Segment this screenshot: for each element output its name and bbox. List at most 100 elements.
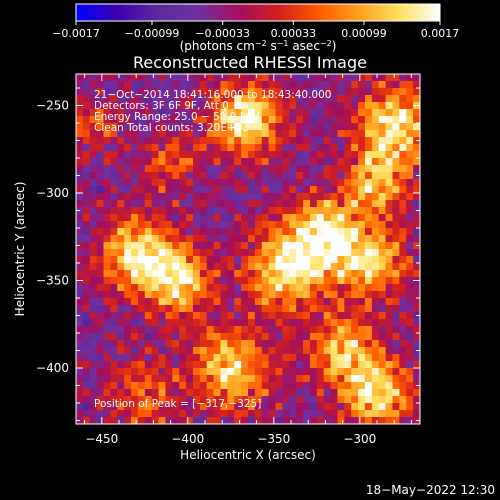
- heatmap-cell: [268, 158, 277, 166]
- heatmap-cell: [103, 347, 111, 355]
- heatmap-cell: [337, 242, 345, 250]
- heatmap-cell: [96, 256, 105, 264]
- heatmap-cell: [337, 81, 345, 89]
- heatmap-cell: [227, 389, 235, 397]
- heatmap-cell: [206, 158, 215, 166]
- heatmap-cell: [192, 298, 201, 306]
- heatmap-cell: [151, 193, 160, 201]
- heatmap-cell: [392, 375, 400, 383]
- heatmap-cell: [378, 165, 387, 173]
- heatmap-cell: [385, 375, 394, 383]
- heatmap-cell: [158, 179, 167, 187]
- heatmap-cell: [241, 410, 249, 418]
- heatmap-cell: [289, 186, 297, 194]
- heatmap-cell: [371, 109, 380, 117]
- heatmap-cell: [399, 116, 407, 124]
- heatmap-cell: [254, 263, 263, 271]
- heatmap-cell: [82, 123, 91, 131]
- heatmap-cell: [254, 102, 263, 110]
- heatmap-cell: [199, 179, 208, 187]
- heatmap-cell: [213, 179, 222, 187]
- heatmap-cell: [124, 95, 132, 103]
- heatmap-cell: [364, 88, 373, 96]
- heatmap-cell: [254, 305, 263, 313]
- heatmap-cell: [399, 305, 407, 313]
- y-tick-label: −400: [36, 361, 69, 375]
- heatmap-cell: [323, 116, 332, 124]
- heatmap-cell: [172, 305, 180, 313]
- heatmap-cell: [399, 417, 407, 424]
- heatmap-cell: [261, 242, 270, 250]
- heatmap-cell: [309, 214, 318, 222]
- heatmap-cell: [392, 410, 400, 418]
- heatmap-cell: [158, 123, 167, 131]
- heatmap-cell: [227, 102, 235, 110]
- heatmap-cell: [406, 102, 414, 110]
- heatmap-cell: [110, 109, 118, 117]
- heatmap-cell: [234, 158, 242, 166]
- heatmap-cell: [110, 242, 118, 250]
- heatmap-cell: [406, 305, 414, 313]
- heatmap-cell: [172, 95, 180, 103]
- heatmap-cell: [131, 375, 139, 383]
- heatmap-cell: [110, 137, 118, 145]
- heatmap-cell: [351, 151, 359, 159]
- heatmap-cell: [213, 172, 222, 180]
- heatmap-cell: [137, 88, 146, 96]
- heatmap-cell: [275, 284, 283, 292]
- heatmap-cell: [385, 88, 394, 96]
- heatmap-cell: [151, 347, 160, 355]
- heatmap-cell: [282, 249, 290, 257]
- heatmap-cell: [89, 382, 98, 390]
- heatmap-cell: [213, 270, 222, 278]
- heatmap-cell: [206, 389, 215, 397]
- heatmap-cell: [296, 137, 304, 145]
- heatmap-cell: [110, 179, 118, 187]
- heatmap-cell: [296, 123, 304, 131]
- heatmap-cell: [364, 249, 373, 257]
- heatmap-cell: [371, 389, 380, 397]
- heatmap-cell: [76, 88, 84, 96]
- heatmap-cell: [296, 95, 304, 103]
- heatmap-cell: [248, 284, 256, 292]
- heatmap-cell: [192, 158, 201, 166]
- heatmap-cell: [124, 200, 132, 208]
- heatmap-cell: [124, 214, 132, 222]
- heatmap-cell: [199, 333, 208, 341]
- heatmap-cell: [241, 123, 249, 131]
- heatmap-cell: [192, 74, 201, 82]
- heatmap-cell: [309, 284, 318, 292]
- heatmap-cell: [131, 242, 139, 250]
- heatmap-cell: [254, 179, 263, 187]
- heatmap-cell: [220, 256, 228, 264]
- heatmap-cell: [117, 319, 125, 327]
- heatmap-cell: [165, 221, 173, 229]
- heatmap-cell: [323, 165, 332, 173]
- heatmap-cell: [103, 242, 111, 250]
- heatmap-cell: [151, 382, 160, 390]
- heatmap-cell: [124, 81, 132, 89]
- heatmap-cell: [282, 193, 290, 201]
- heatmap-cell: [330, 333, 339, 341]
- heatmap-cell: [117, 333, 125, 341]
- heatmap-cell: [144, 354, 153, 362]
- heatmap-cell: [213, 361, 222, 369]
- heatmap-cell: [131, 249, 139, 257]
- heatmap-cell: [199, 389, 208, 397]
- heatmap-cell: [303, 214, 311, 222]
- heatmap-cell: [282, 368, 290, 376]
- heatmap-cell: [282, 158, 290, 166]
- heatmap-cell: [337, 186, 345, 194]
- heatmap-cell: [406, 81, 414, 89]
- heatmap-cell: [227, 165, 235, 173]
- heatmap-cell: [137, 354, 146, 362]
- heatmap-cell: [144, 382, 153, 390]
- heatmap-cell: [385, 361, 394, 369]
- heatmap-cell: [234, 326, 242, 334]
- heatmap-cell: [96, 417, 105, 424]
- heatmap-cell: [234, 172, 242, 180]
- heatmap-cell: [399, 172, 407, 180]
- heatmap-cell: [165, 256, 173, 264]
- heatmap-cell: [392, 88, 400, 96]
- heatmap-cell: [268, 305, 277, 313]
